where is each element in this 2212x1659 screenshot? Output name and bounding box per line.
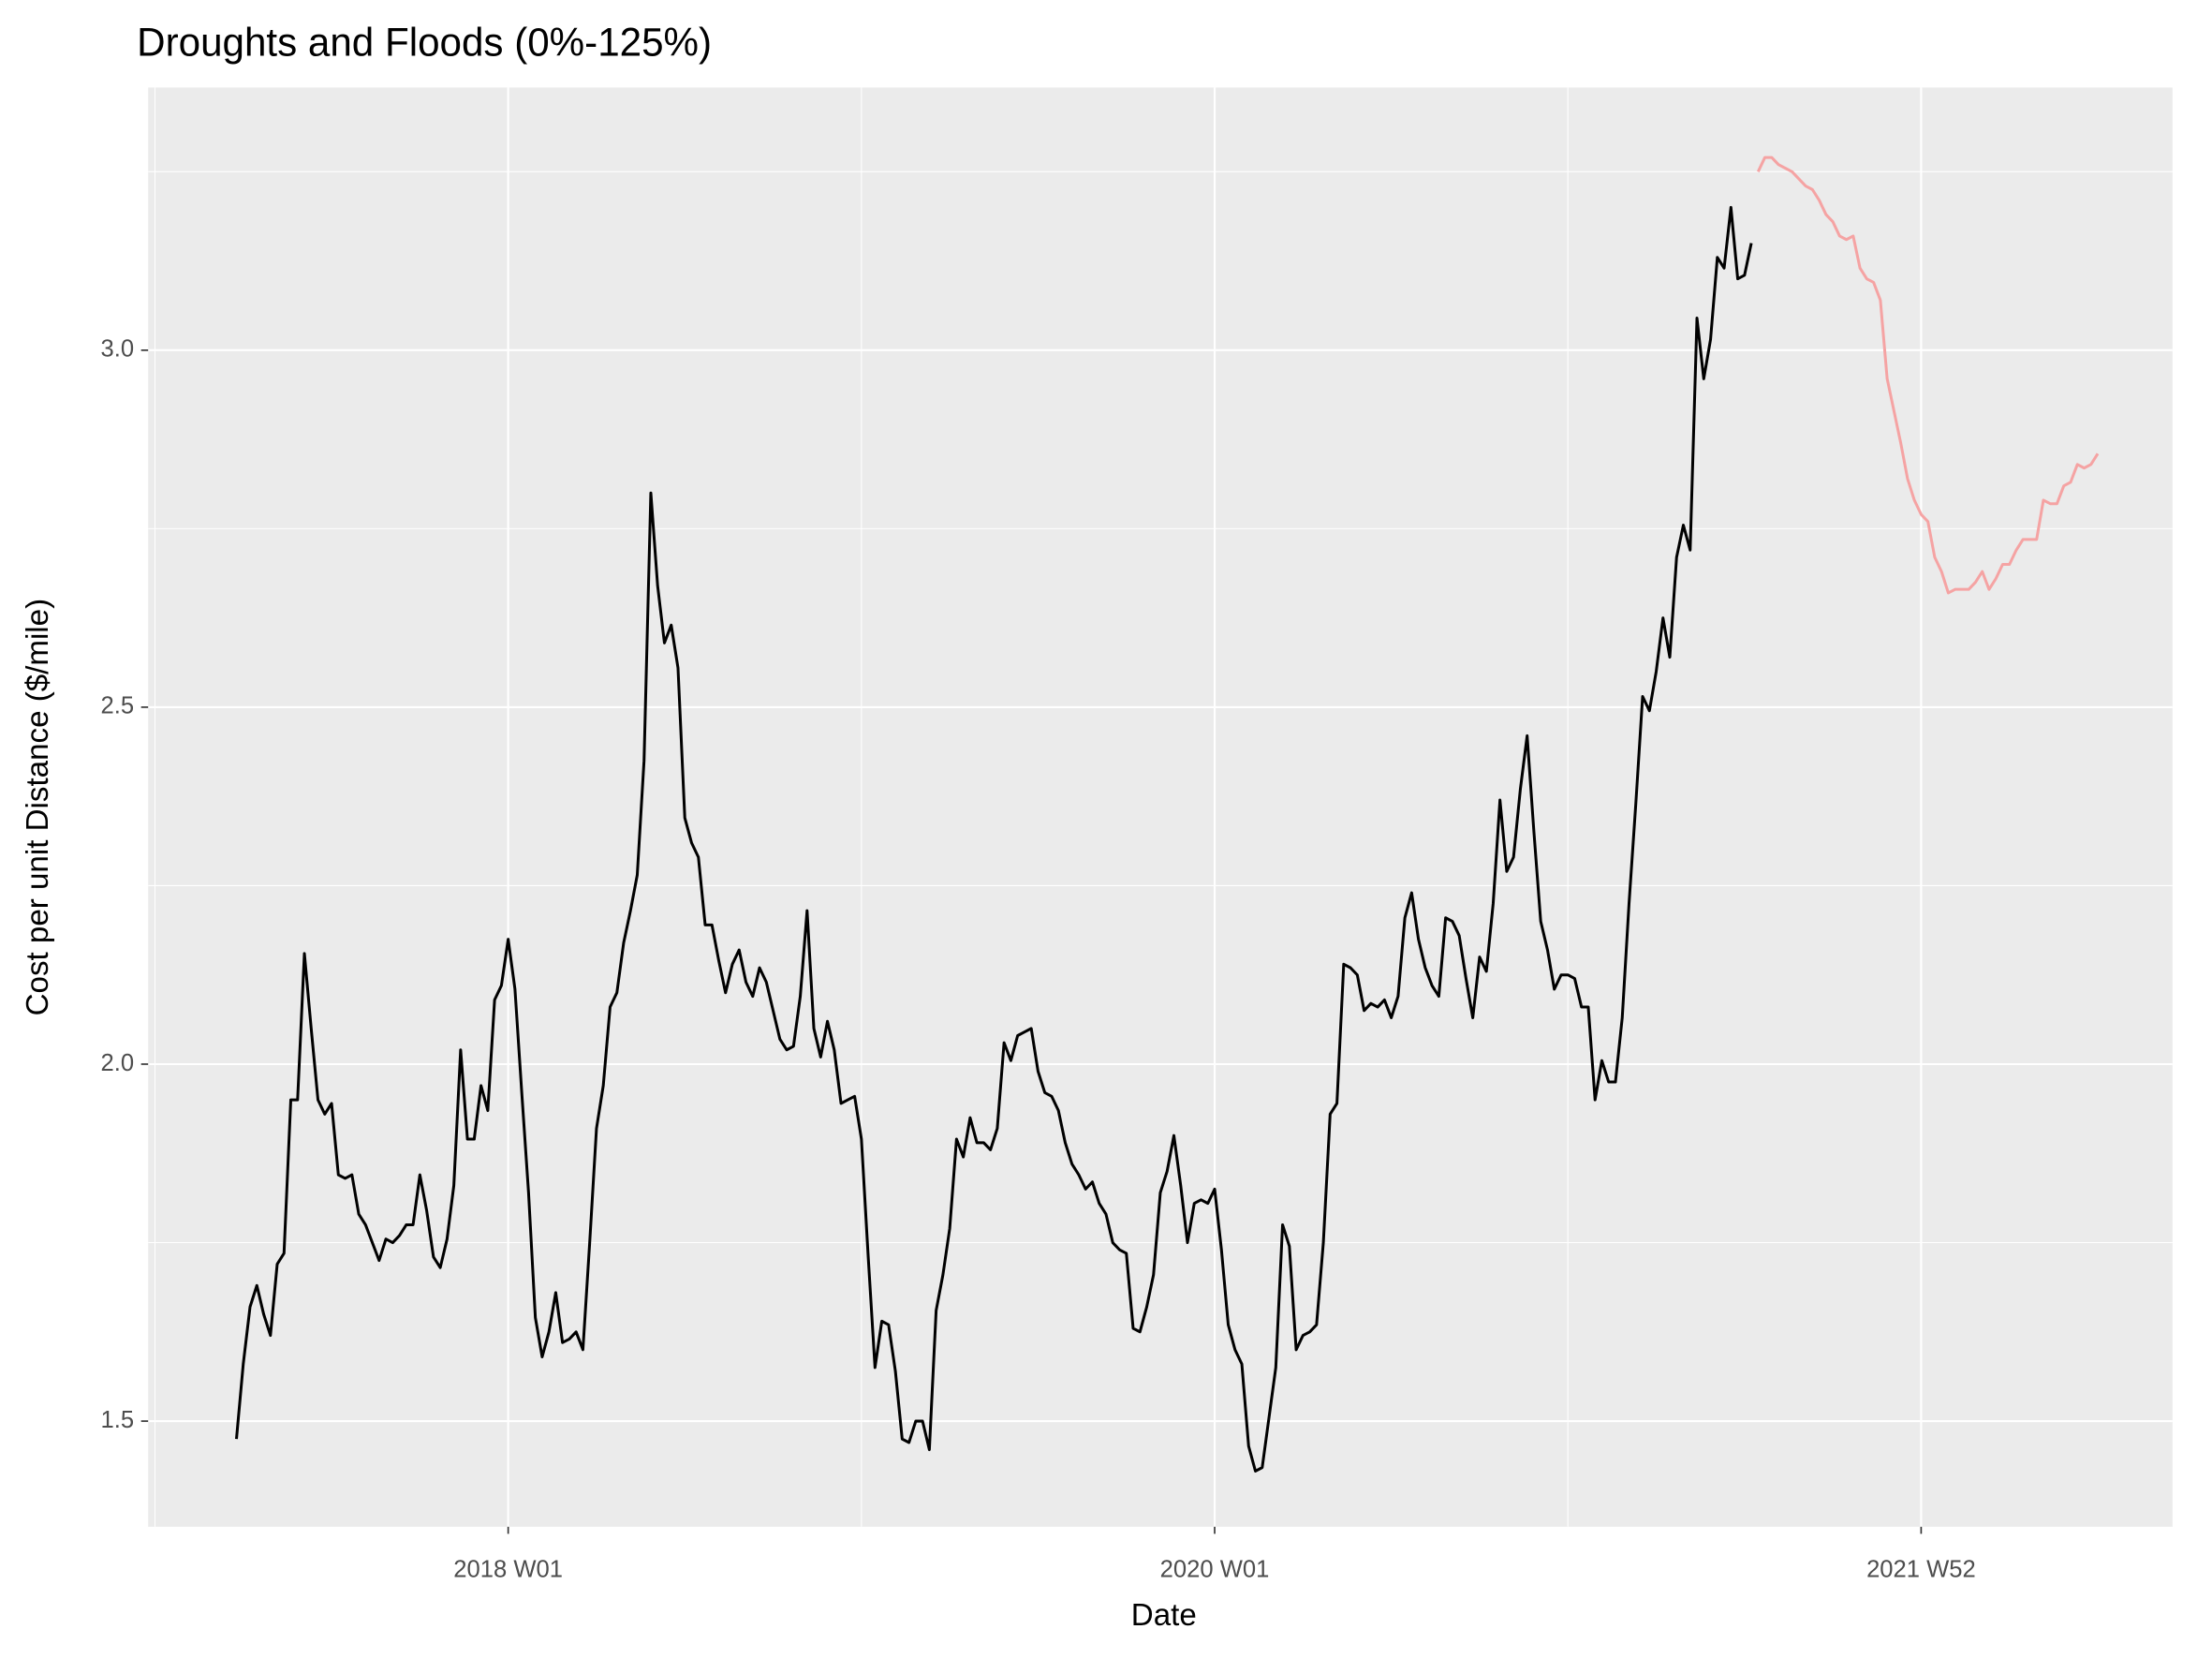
y-tick-label: 2.5 xyxy=(101,693,135,719)
data-line xyxy=(234,205,1753,1473)
x-tick-label: 2020 W01 xyxy=(1160,1556,1270,1582)
x-axis-label: Date xyxy=(1131,1598,1197,1633)
x-tick-label: 2021 W52 xyxy=(1866,1556,1976,1582)
data-line xyxy=(1756,156,2100,595)
x-tick-label: 2018 W01 xyxy=(453,1556,563,1582)
y-axis-label: Cost per unit Distance ($/mile) xyxy=(21,599,55,1016)
y-tick-label: 1.5 xyxy=(101,1407,135,1433)
plot-background xyxy=(148,87,2173,1527)
chart-title: Droughts and Floods (0%-125%) xyxy=(137,20,712,64)
y-tick-label: 2.0 xyxy=(101,1050,135,1076)
y-tick-label: 3.0 xyxy=(101,336,135,363)
